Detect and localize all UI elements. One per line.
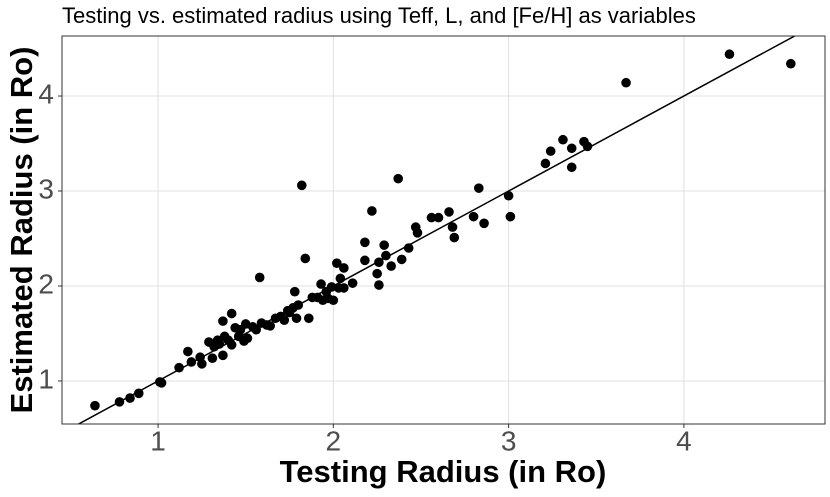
point	[125, 393, 135, 403]
point	[396, 254, 407, 265]
y-tick-label: 3	[38, 173, 54, 204]
point	[291, 313, 302, 324]
point	[372, 268, 382, 279]
point	[218, 316, 228, 326]
point	[474, 183, 484, 193]
point	[479, 218, 489, 229]
point	[403, 243, 414, 253]
point	[300, 253, 311, 264]
point	[296, 180, 307, 191]
point	[214, 339, 225, 349]
grid	[62, 36, 825, 424]
x-tick-label: 1	[150, 425, 166, 456]
point	[447, 222, 458, 232]
point	[381, 250, 391, 261]
point	[183, 346, 193, 357]
y-axis-title: Estimated Radius (in Ro)	[4, 47, 39, 414]
chart-title: Testing vs. estimated radius using Teff,…	[62, 3, 696, 28]
point	[360, 237, 370, 248]
point	[328, 295, 339, 306]
point	[374, 280, 384, 290]
point	[444, 207, 454, 217]
point	[156, 378, 167, 388]
point	[197, 359, 207, 369]
point	[316, 279, 326, 289]
point	[545, 146, 556, 156]
point	[218, 350, 228, 361]
point	[174, 362, 184, 373]
point	[339, 263, 349, 273]
point	[379, 240, 389, 250]
point	[505, 211, 516, 222]
point	[540, 158, 551, 169]
point	[186, 357, 197, 367]
point	[326, 282, 337, 292]
point	[347, 278, 358, 288]
point	[360, 255, 370, 266]
point	[293, 300, 304, 310]
point	[786, 58, 796, 69]
point	[251, 324, 262, 335]
point	[289, 286, 300, 297]
point	[254, 272, 265, 283]
y-tick-label: 4	[38, 78, 54, 109]
point	[566, 162, 577, 173]
point	[207, 353, 218, 363]
x-tick-label: 3	[501, 425, 517, 456]
point	[386, 261, 396, 271]
point	[558, 134, 568, 145]
point	[339, 283, 349, 293]
point	[374, 257, 384, 268]
point	[90, 400, 100, 411]
point	[265, 321, 276, 331]
point	[582, 141, 593, 152]
point	[242, 333, 253, 344]
point	[503, 190, 514, 201]
point	[133, 388, 144, 399]
point	[566, 143, 577, 154]
point	[332, 258, 342, 268]
y-tick-label: 1	[38, 363, 54, 394]
point	[226, 340, 237, 350]
point	[303, 313, 314, 324]
axes: 1 2 3 4 1 2 3 4	[38, 78, 691, 456]
point	[279, 315, 290, 325]
point	[426, 212, 437, 223]
plot-marks	[77, 36, 797, 424]
x-tick-label: 2	[326, 425, 342, 456]
point	[621, 77, 631, 88]
point	[724, 49, 735, 60]
y-tick-label: 2	[38, 268, 54, 299]
x-axis-title: Testing Radius (in Ro)	[280, 454, 607, 489]
point	[226, 308, 237, 319]
point	[114, 397, 125, 407]
point	[449, 232, 460, 243]
point	[468, 211, 479, 222]
point	[335, 273, 346, 284]
x-tick-label: 4	[676, 425, 692, 456]
panel-border	[61, 35, 826, 425]
point	[412, 228, 423, 238]
point	[393, 173, 403, 184]
point	[367, 206, 377, 216]
point	[433, 212, 444, 223]
